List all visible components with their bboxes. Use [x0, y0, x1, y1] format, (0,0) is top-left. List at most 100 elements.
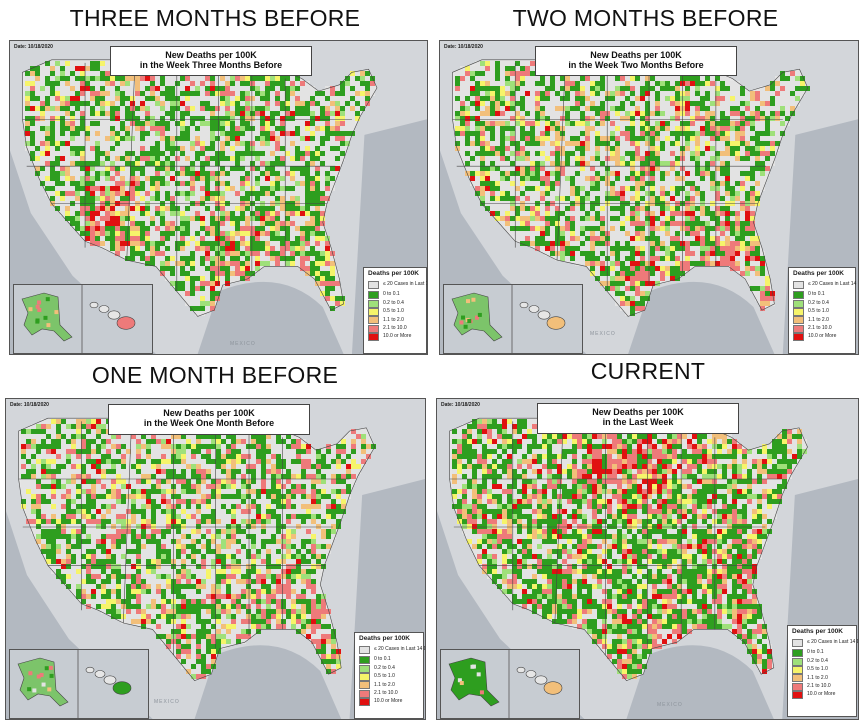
county-cell: [630, 76, 635, 81]
county-cell: [525, 96, 530, 101]
county-cell: [85, 116, 90, 121]
county-cell: [65, 116, 70, 121]
county-cell: [690, 241, 695, 246]
county-cell: [495, 106, 500, 111]
county-cell: [735, 146, 740, 151]
county-cell: [580, 251, 585, 256]
county-cell: [325, 121, 330, 126]
county-cell: [695, 181, 700, 186]
county-cell: [790, 101, 795, 106]
county-cell: [205, 291, 210, 296]
county-cell: [165, 206, 170, 211]
county-cell: [185, 106, 190, 111]
county-cell: [715, 146, 720, 151]
county-cell: [645, 226, 650, 231]
county-cell: [200, 136, 205, 141]
county-cell: [600, 221, 605, 226]
county-cell: [225, 161, 230, 166]
county-cell: [150, 231, 155, 236]
county-cell: [665, 231, 670, 236]
county-cell: [480, 91, 485, 96]
county-cell: [695, 81, 700, 86]
county-cell: [630, 216, 635, 221]
county-cell: [260, 151, 265, 156]
county-cell: [265, 126, 270, 131]
county-cell: [540, 146, 545, 151]
county-cell: [210, 81, 215, 86]
county-cell: [510, 111, 515, 116]
county-cell: [190, 221, 195, 226]
county-cell: [580, 186, 585, 191]
county-cell: [530, 191, 535, 196]
county-cell: [565, 186, 570, 191]
county-cell: [210, 211, 215, 216]
county-cell: [465, 71, 470, 76]
hawaii-island: [98, 305, 110, 313]
county-cell: [585, 196, 590, 201]
county-cell: [220, 236, 225, 241]
county-cell: [620, 181, 625, 186]
county-cell: [220, 86, 225, 91]
county-cell: [245, 186, 250, 191]
county-cell: [130, 101, 135, 106]
county-cell: [660, 216, 665, 221]
county-cell: [170, 241, 175, 246]
county-cell: [115, 106, 120, 111]
county-cell: [300, 111, 305, 116]
county-cell: [615, 126, 620, 131]
county-cell: [100, 141, 105, 146]
county-cell: [560, 136, 565, 141]
county-cell: [75, 166, 80, 171]
county-cell: [150, 136, 155, 141]
county-cell: [190, 211, 195, 216]
county-cell: [505, 81, 510, 86]
county-cell: [710, 91, 715, 96]
county-cell: [520, 151, 525, 156]
county-cell: [235, 246, 240, 251]
county-cell: [760, 141, 765, 146]
county-cell: [165, 136, 170, 141]
county-cell: [555, 86, 560, 91]
county-cell: [725, 171, 730, 176]
county-cell: [75, 146, 80, 151]
county-cell: [715, 196, 720, 201]
county-cell: [495, 91, 500, 96]
county-cell: [590, 141, 595, 146]
county-cell: [215, 81, 220, 86]
county-cell: [685, 81, 690, 86]
county-cell: [275, 141, 280, 146]
county-cell: [330, 271, 335, 276]
county-cell: [615, 191, 620, 196]
county-cell: [475, 81, 480, 86]
county-cell: [120, 76, 125, 81]
county-cell: [100, 76, 105, 81]
county-cell: [180, 261, 185, 266]
county-cell: [460, 91, 465, 96]
county-cell: [765, 86, 770, 91]
county-cell: [235, 256, 240, 261]
county-cell: [180, 216, 185, 221]
county-cell: [700, 246, 705, 251]
county-cell: [565, 196, 570, 201]
county-cell: [630, 96, 635, 101]
county-cell: [620, 261, 625, 266]
county-cell: [650, 251, 655, 256]
county-cell: [730, 251, 735, 256]
county-cell: [295, 151, 300, 156]
county-cell: [640, 151, 645, 156]
county-cell: [230, 271, 235, 276]
county-cell: [180, 241, 185, 246]
county-cell: [510, 186, 515, 191]
county-cell: [645, 266, 650, 271]
county-cell: [695, 261, 700, 266]
county-cell: [490, 181, 495, 186]
alaska-region: [37, 300, 42, 305]
county-cell: [330, 301, 335, 306]
county-cell: [295, 156, 300, 161]
county-cell: [575, 241, 580, 246]
county-cell: [685, 236, 690, 241]
county-cell: [220, 196, 225, 201]
county-cell: [95, 176, 100, 181]
county-cell: [535, 191, 540, 196]
county-cell: [630, 111, 635, 116]
